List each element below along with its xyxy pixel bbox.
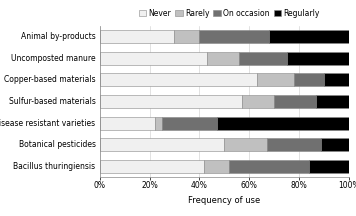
Bar xyxy=(324,73,349,86)
Bar xyxy=(155,117,162,130)
Bar xyxy=(224,138,267,151)
Bar xyxy=(100,52,207,65)
Bar xyxy=(162,117,217,130)
Bar xyxy=(294,73,324,86)
Bar xyxy=(274,95,316,108)
Bar xyxy=(207,52,239,65)
Bar xyxy=(100,30,174,43)
Bar xyxy=(100,117,155,130)
Bar xyxy=(204,160,229,173)
Bar xyxy=(199,30,269,43)
Bar xyxy=(267,138,321,151)
Bar xyxy=(174,30,199,43)
Bar xyxy=(321,138,349,151)
Bar xyxy=(287,52,349,65)
Bar xyxy=(269,30,349,43)
Bar xyxy=(316,95,349,108)
Bar xyxy=(309,160,349,173)
Bar xyxy=(100,160,204,173)
Bar xyxy=(257,73,294,86)
Bar xyxy=(239,52,287,65)
Bar xyxy=(217,117,349,130)
Legend: Never, Rarely, On occasion, Regularly: Never, Rarely, On occasion, Regularly xyxy=(136,5,323,21)
X-axis label: Frequency of use: Frequency of use xyxy=(188,196,260,205)
Bar xyxy=(100,138,224,151)
Bar xyxy=(229,160,309,173)
Bar xyxy=(100,73,257,86)
Bar xyxy=(242,95,274,108)
Bar xyxy=(100,95,242,108)
